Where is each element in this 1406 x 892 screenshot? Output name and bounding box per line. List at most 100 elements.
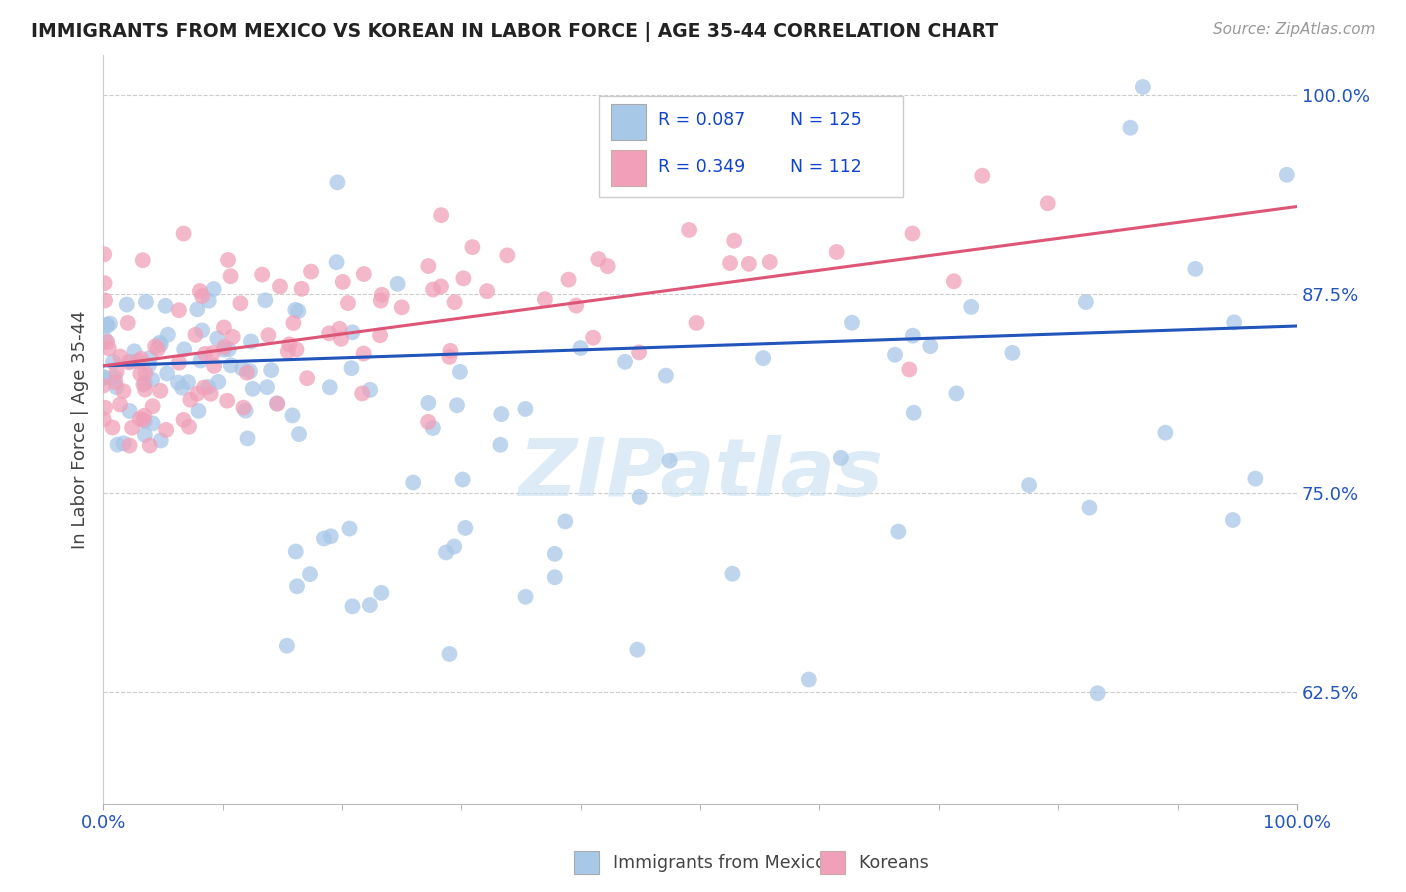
Point xyxy=(328,322,350,336)
Point xyxy=(190,353,212,368)
Point xyxy=(901,328,924,343)
Point xyxy=(797,673,820,687)
Point xyxy=(359,383,381,397)
Point xyxy=(284,302,307,317)
Point xyxy=(678,223,700,237)
Point xyxy=(1184,261,1206,276)
Point xyxy=(134,414,156,428)
Point xyxy=(202,359,225,373)
Point xyxy=(212,320,235,334)
Point xyxy=(1275,168,1298,182)
Point xyxy=(1132,80,1154,95)
Point xyxy=(1078,500,1101,515)
Point xyxy=(117,316,139,330)
Point xyxy=(197,293,219,308)
Point xyxy=(942,274,965,288)
Point xyxy=(101,355,124,369)
Point xyxy=(901,227,924,241)
Point xyxy=(177,419,200,434)
Point xyxy=(370,586,392,600)
Point xyxy=(155,299,177,313)
Point xyxy=(1036,196,1059,211)
Point xyxy=(449,365,471,379)
Point xyxy=(124,344,146,359)
Point xyxy=(239,364,262,378)
Point xyxy=(129,351,152,366)
Point xyxy=(112,436,135,450)
Bar xyxy=(610,103,647,140)
Point xyxy=(825,245,848,260)
Point xyxy=(628,345,651,359)
Point xyxy=(582,331,605,345)
Point xyxy=(1001,346,1024,360)
Point xyxy=(149,384,172,398)
Point xyxy=(655,368,678,383)
Point xyxy=(149,337,172,351)
Point xyxy=(115,297,138,311)
Point xyxy=(219,269,242,284)
Point xyxy=(232,401,254,415)
Point xyxy=(1018,478,1040,492)
Point xyxy=(108,397,131,411)
Point xyxy=(269,279,291,293)
Point xyxy=(229,296,252,310)
Point xyxy=(93,276,115,290)
Point xyxy=(134,366,156,380)
Point xyxy=(1087,686,1109,700)
Point xyxy=(266,397,288,411)
Point xyxy=(104,370,127,384)
Point xyxy=(422,421,444,435)
Point xyxy=(439,343,461,358)
Point xyxy=(703,109,725,123)
Point xyxy=(752,351,775,365)
Bar xyxy=(610,150,647,186)
Point xyxy=(565,299,588,313)
Point xyxy=(191,289,214,303)
Point xyxy=(257,328,280,343)
Point xyxy=(454,521,477,535)
Point xyxy=(596,259,619,273)
Point xyxy=(418,396,440,410)
Point xyxy=(188,284,211,298)
Point xyxy=(318,326,340,341)
Point xyxy=(418,415,440,429)
Point xyxy=(118,404,141,418)
Point xyxy=(285,343,308,357)
Point xyxy=(266,396,288,410)
Point xyxy=(723,234,745,248)
Point xyxy=(98,317,121,331)
Point xyxy=(173,413,195,427)
Point xyxy=(489,438,512,452)
Point xyxy=(430,279,453,293)
Point xyxy=(626,642,648,657)
Point xyxy=(342,599,364,614)
Point xyxy=(319,380,342,394)
Point xyxy=(569,341,592,355)
Text: N = 112: N = 112 xyxy=(790,159,862,177)
Point xyxy=(758,255,780,269)
Point xyxy=(718,256,741,270)
Point xyxy=(359,598,381,612)
Point xyxy=(496,248,519,262)
Point xyxy=(830,450,852,465)
Point xyxy=(352,386,374,401)
Point xyxy=(325,255,347,269)
Point xyxy=(319,529,342,543)
Point xyxy=(134,409,156,423)
Point xyxy=(291,282,314,296)
Y-axis label: In Labor Force | Age 35-44: In Labor Force | Age 35-44 xyxy=(72,310,89,549)
Point xyxy=(544,547,567,561)
Point xyxy=(960,300,983,314)
Point xyxy=(94,401,117,415)
Point xyxy=(515,401,537,416)
Point xyxy=(1244,472,1267,486)
Text: R = 0.087: R = 0.087 xyxy=(658,112,745,129)
Point xyxy=(1223,315,1246,329)
FancyBboxPatch shape xyxy=(599,96,903,197)
Point xyxy=(287,304,309,318)
Point xyxy=(884,348,907,362)
Text: Koreans: Koreans xyxy=(837,855,928,872)
Point xyxy=(187,404,209,418)
Point xyxy=(156,367,179,381)
Point xyxy=(200,386,222,401)
